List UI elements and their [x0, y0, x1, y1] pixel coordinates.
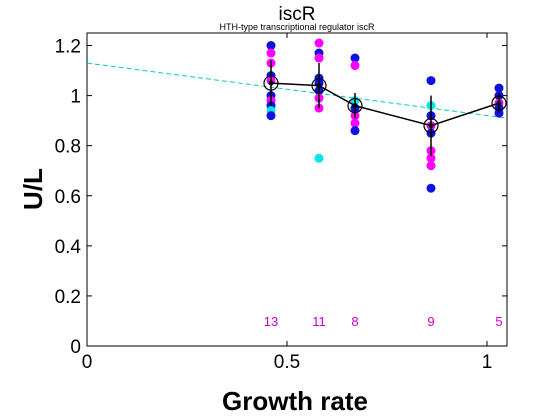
- trend-line: [86, 62, 508, 119]
- sample-count: 8: [351, 314, 358, 329]
- chart-subtitle: HTH-type transcriptional regulator iscR: [219, 22, 375, 32]
- chart-title: iscR: [279, 4, 316, 25]
- data-point: [266, 111, 276, 121]
- data-point: [266, 48, 276, 58]
- y-tick-label: 1: [70, 87, 81, 108]
- mean-marker-dot: [316, 83, 322, 89]
- data-point: [350, 126, 360, 136]
- plot-frame: [86, 32, 508, 347]
- y-tick-label: 0.2: [55, 287, 81, 308]
- mean-marker: [263, 75, 279, 91]
- mean-line: [270, 82, 500, 127]
- data-point: [314, 53, 324, 63]
- y-axis-label: U/L: [18, 168, 48, 210]
- data-point: [426, 161, 436, 171]
- data-point: [426, 183, 436, 193]
- data-point: [350, 61, 360, 71]
- x-axis-label: Growth rate: [222, 386, 368, 416]
- data-point: [426, 153, 436, 163]
- data-point: [350, 53, 360, 63]
- sample-count: 11: [312, 314, 326, 329]
- data-point: [314, 38, 324, 48]
- x-tick-label: 1: [482, 352, 493, 373]
- data-point: [350, 118, 360, 128]
- sample-count: 9: [427, 314, 434, 329]
- y-tick-label: 0: [70, 337, 81, 358]
- plot-area: 0 0.5 1 0 0.2 0.4 0.6 0.8 1 1.2 13 11 8 9 5: [55, 32, 508, 373]
- mean-marker-dot: [352, 103, 358, 109]
- mean-marker: [423, 118, 439, 134]
- y-tick-label: 0.8: [55, 137, 81, 158]
- x-tick-label: 0: [82, 352, 93, 373]
- mean-marker: [311, 77, 327, 94]
- data-point: [314, 153, 324, 163]
- y-tick-label: 0.4: [55, 237, 82, 258]
- mean-marker-dot: [496, 100, 502, 106]
- sample-count: 5: [495, 314, 502, 329]
- data-point: [494, 83, 504, 93]
- x-tick-label: 0.5: [274, 352, 300, 373]
- mean-marker: [347, 98, 363, 114]
- y-tick-label: 1.2: [55, 37, 81, 58]
- mean-marker-dot: [428, 123, 434, 129]
- data-point: [426, 76, 436, 86]
- sample-count: 13: [264, 314, 278, 329]
- mean-marker: [491, 95, 507, 111]
- mean-marker-dot: [268, 80, 274, 86]
- y-tick-label: 0.6: [55, 187, 81, 208]
- data-point: [266, 41, 276, 51]
